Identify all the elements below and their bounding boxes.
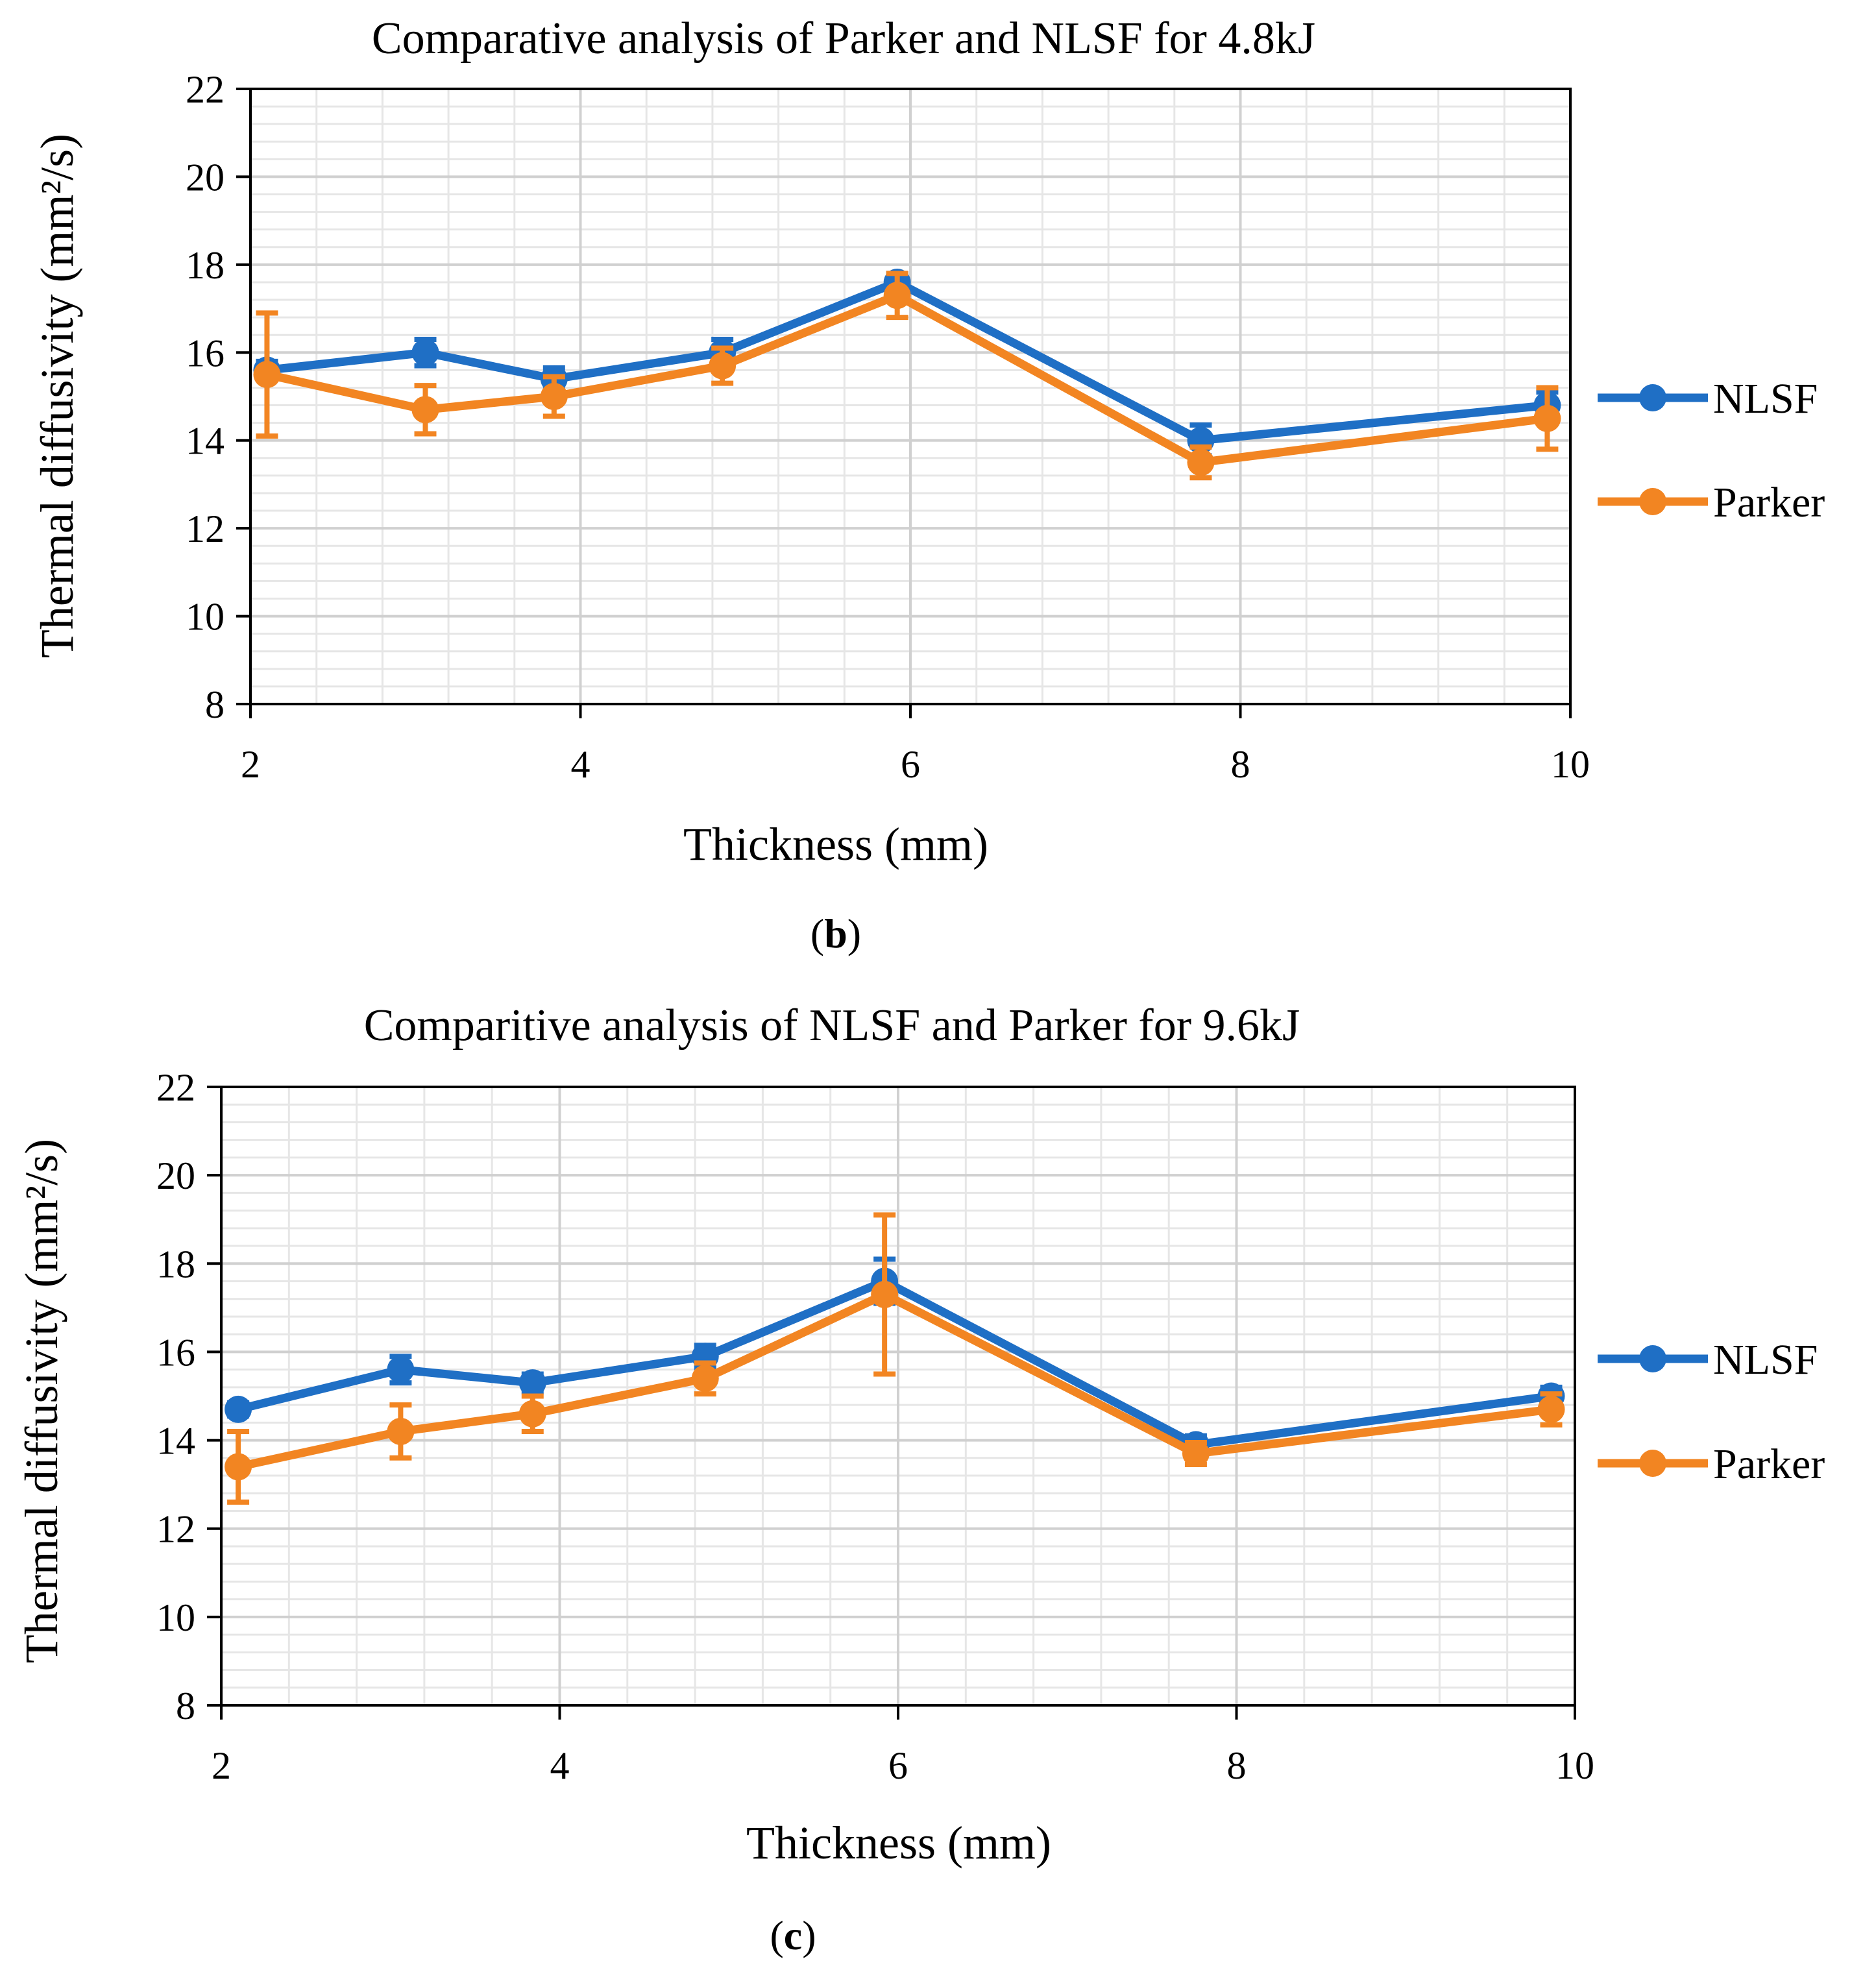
chart-title: Comparative analysis of Parker and NLSF …	[372, 14, 1315, 64]
data-point	[691, 1365, 719, 1393]
axes	[236, 88, 1572, 718]
x-tick-label: 10	[1555, 1744, 1594, 1787]
x-tick-label: 2	[241, 743, 260, 786]
legend-label: NLSF	[1713, 375, 1818, 422]
data-point	[225, 1395, 252, 1423]
y-tick-label: 20	[186, 156, 225, 199]
x-tick-label: 8	[1227, 1744, 1247, 1787]
axes	[207, 1086, 1576, 1720]
data-point	[225, 1453, 252, 1481]
y-tick-label: 16	[156, 1331, 195, 1374]
y-tick-label: 18	[186, 244, 225, 287]
legend-item-nlsf: NLSF	[1598, 1336, 1818, 1383]
y-tick-label: 12	[186, 507, 225, 550]
x-tick-label: 6	[888, 1744, 908, 1787]
x-tick-label: 8	[1231, 743, 1250, 786]
data-point	[883, 282, 911, 310]
chart-panel-c: Comparitive analysis of NLSF and Parker …	[16, 1001, 1825, 1958]
y-axis-label: Thermal diffusivity (mm²/s)	[31, 134, 83, 658]
panel-label: (b)	[810, 910, 861, 956]
data-series	[225, 1212, 1565, 1505]
data-point	[411, 396, 439, 424]
data-point	[1537, 1395, 1565, 1423]
y-tick-label: 8	[176, 1685, 195, 1727]
series-line	[266, 278, 1548, 445]
legend-swatch-marker	[1639, 488, 1666, 515]
y-tick-label: 8	[205, 683, 225, 726]
legend-swatch-marker	[1639, 1450, 1666, 1477]
data-series	[253, 268, 1561, 481]
data-point	[387, 1356, 415, 1383]
y-tick-label: 10	[156, 1596, 195, 1639]
legend-swatch-marker	[1639, 384, 1666, 411]
panel-letter: b	[824, 910, 847, 956]
data-point	[1533, 404, 1561, 432]
series-parker	[225, 1212, 1565, 1505]
series-parker	[253, 271, 1561, 481]
y-tick-label: 18	[156, 1243, 195, 1285]
data-point	[1182, 1439, 1210, 1467]
y-tick-label: 14	[186, 420, 225, 463]
y-tick-label: 20	[156, 1154, 195, 1197]
x-tick-label: 6	[901, 743, 920, 786]
data-point	[518, 1369, 546, 1397]
data-point	[387, 1417, 415, 1445]
legend-item-parker: Parker	[1598, 1441, 1825, 1488]
data-point	[709, 352, 737, 380]
series-line	[266, 291, 1548, 467]
x-axis-label: Thickness (mm)	[683, 818, 988, 870]
legend-swatch-marker	[1639, 1345, 1666, 1372]
y-tick-label: 22	[186, 68, 225, 111]
chart-title: Comparitive analysis of NLSF and Parker …	[364, 1001, 1300, 1051]
panel-letter: c	[784, 1912, 802, 1958]
data-point	[253, 361, 281, 389]
chart-panel-b: Comparative analysis of Parker and NLSF …	[31, 14, 1825, 956]
y-tick-label: 22	[156, 1066, 195, 1109]
legend-item-nlsf: NLSF	[1598, 375, 1818, 422]
legend-label: Parker	[1713, 479, 1825, 526]
x-tick-label: 4	[550, 1744, 570, 1787]
legend-label: Parker	[1713, 1441, 1825, 1488]
y-tick-label: 10	[186, 596, 225, 639]
data-point	[540, 383, 568, 410]
grid	[249, 88, 1572, 705]
data-point	[518, 1400, 546, 1428]
data-point	[1187, 448, 1215, 476]
legend-item-parker: Parker	[1598, 479, 1825, 526]
data-point	[871, 1280, 899, 1308]
x-axis-label: Thickness (mm)	[746, 1817, 1051, 1869]
x-tick-label: 4	[571, 743, 591, 786]
x-tick-label: 10	[1551, 743, 1590, 786]
grid	[220, 1086, 1576, 1707]
legend-label: NLSF	[1713, 1336, 1818, 1383]
panel-label: (c)	[770, 1912, 816, 1958]
legend: NLSF Parker	[1598, 1336, 1825, 1488]
y-tick-label: 14	[156, 1420, 195, 1463]
x-tick-label: 2	[212, 1744, 231, 1787]
y-tick-label: 12	[156, 1508, 195, 1551]
legend: NLSF Parker	[1598, 375, 1825, 526]
y-tick-label: 16	[186, 332, 225, 374]
data-point	[411, 339, 439, 367]
y-axis-label: Thermal diffusivity (mm²/s)	[16, 1139, 67, 1663]
